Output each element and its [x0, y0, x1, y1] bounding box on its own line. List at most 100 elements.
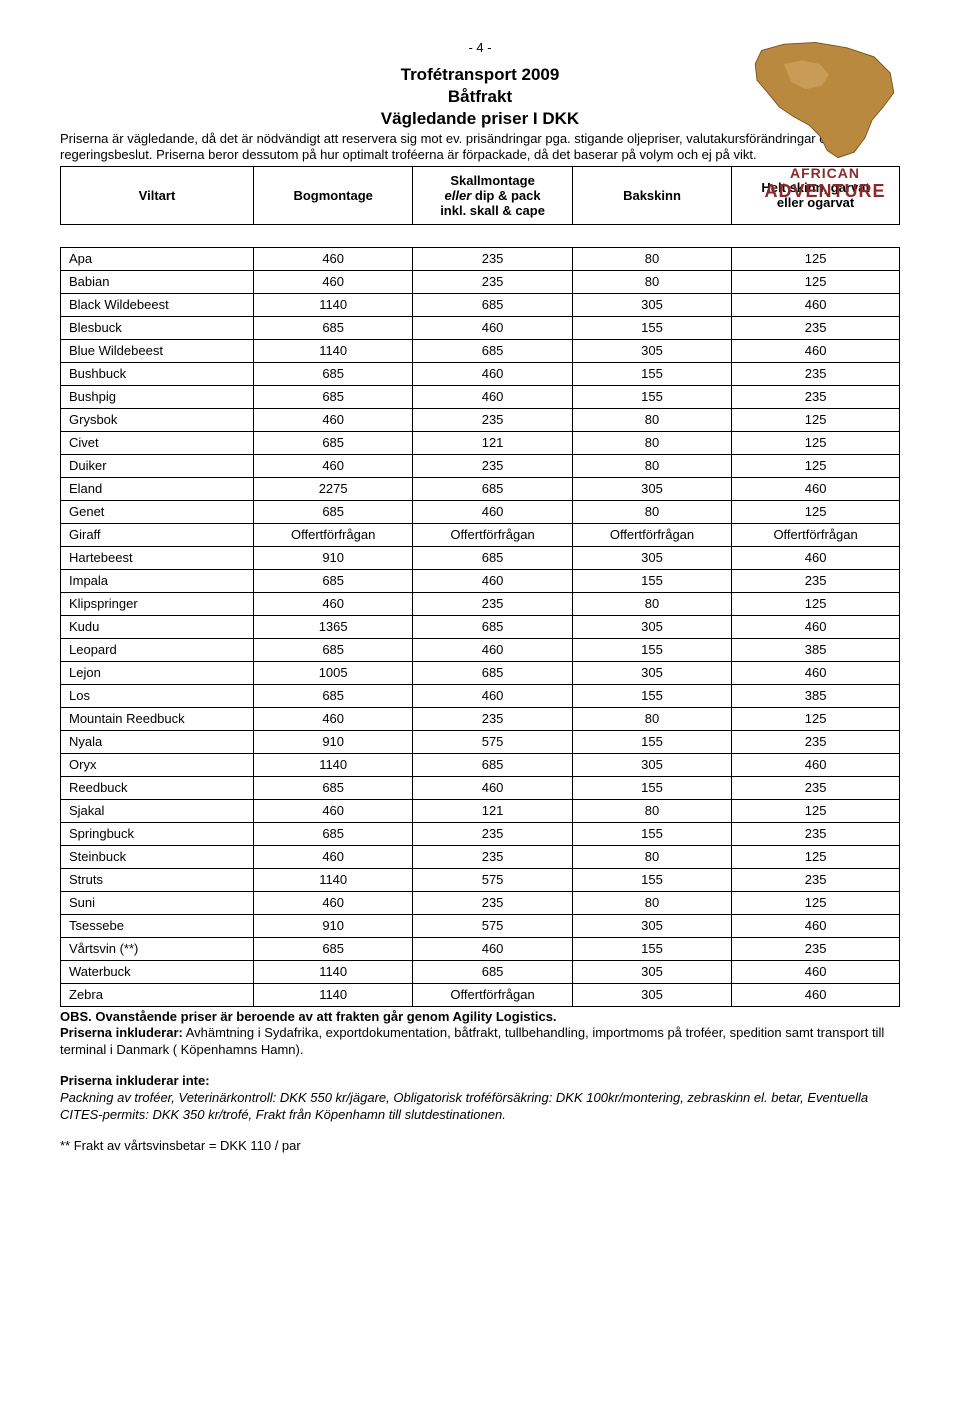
cell-value: 2275 — [253, 477, 412, 500]
cell-value: 125 — [732, 247, 900, 270]
table-row: Hartebeest910685305460 — [61, 546, 900, 569]
table-row: Leopard685460155385 — [61, 638, 900, 661]
obs-line2-bold: Priserna inkluderar: — [60, 1025, 183, 1040]
cell-value: 305 — [572, 661, 731, 684]
cell-name: Mountain Reedbuck — [61, 707, 254, 730]
table-row: Nyala910575155235 — [61, 730, 900, 753]
cell-name: Sjakal — [61, 799, 254, 822]
cell-value: 235 — [413, 592, 572, 615]
cell-value: 385 — [732, 684, 900, 707]
cell-value: 1140 — [253, 339, 412, 362]
cell-value: 1365 — [253, 615, 412, 638]
table-row: Blesbuck685460155235 — [61, 316, 900, 339]
cell-value: 305 — [572, 615, 731, 638]
cell-value: 460 — [732, 293, 900, 316]
cell-value: 125 — [732, 431, 900, 454]
cell-value: 685 — [253, 431, 412, 454]
cell-value: 685 — [253, 638, 412, 661]
cell-value: 1140 — [253, 960, 412, 983]
cell-value: 80 — [572, 799, 731, 822]
cell-value: Offertförfrågan — [253, 523, 412, 546]
cell-value: 305 — [572, 293, 731, 316]
cell-value: 460 — [413, 776, 572, 799]
cell-name: Suni — [61, 891, 254, 914]
cell-value: 235 — [413, 891, 572, 914]
cell-value: 460 — [253, 408, 412, 431]
table-row: Vårtsvin (**)685460155235 — [61, 937, 900, 960]
cell-value: 685 — [253, 822, 412, 845]
cell-value: 460 — [732, 960, 900, 983]
cell-name: Genet — [61, 500, 254, 523]
cell-value: 235 — [413, 454, 572, 477]
cell-value: 235 — [413, 247, 572, 270]
cell-value: 80 — [572, 247, 731, 270]
cell-name: Reedbuck — [61, 776, 254, 799]
table-row: Springbuck685235155235 — [61, 822, 900, 845]
cell-value: 685 — [413, 661, 572, 684]
table-row: Grysbok46023580125 — [61, 408, 900, 431]
obs-line2-rest: Avhämtning i Sydafrika, exportdokumentat… — [60, 1025, 884, 1057]
cell-value: 121 — [413, 431, 572, 454]
cell-value: 305 — [572, 339, 731, 362]
table-row: Bushpig685460155235 — [61, 385, 900, 408]
cell-value: Offertförfrågan — [413, 983, 572, 1006]
cell-value: 235 — [413, 822, 572, 845]
cell-value: 460 — [413, 316, 572, 339]
cell-value: 685 — [253, 569, 412, 592]
cell-value: 155 — [572, 730, 731, 753]
cell-name: Apa — [61, 247, 254, 270]
table-row: Reedbuck685460155235 — [61, 776, 900, 799]
cell-value: 460 — [732, 615, 900, 638]
cell-value: 305 — [572, 960, 731, 983]
cell-value: 305 — [572, 914, 731, 937]
cell-value: 235 — [732, 385, 900, 408]
footnote: ** Frakt av vårtsvinsbetar = DKK 110 / p… — [60, 1138, 900, 1153]
header-viltart: Viltart — [61, 166, 254, 224]
obs-line1: OBS. Ovanstående priser är beroende av a… — [60, 1009, 557, 1024]
cell-value: 125 — [732, 707, 900, 730]
cell-value: 685 — [413, 477, 572, 500]
cell-value: 80 — [572, 270, 731, 293]
cell-value: 460 — [253, 454, 412, 477]
table-row: Tsessebe910575305460 — [61, 914, 900, 937]
cell-value: 460 — [253, 270, 412, 293]
cell-value: Offertförfrågan — [413, 523, 572, 546]
table-row: Mountain Reedbuck46023580125 — [61, 707, 900, 730]
cell-value: 1140 — [253, 868, 412, 891]
cell-value: 80 — [572, 845, 731, 868]
cell-value: 460 — [732, 753, 900, 776]
cell-value: 235 — [732, 822, 900, 845]
excludes-body: Packning av troféer, Veterinärkontroll: … — [60, 1090, 868, 1122]
table-row: Black Wildebeest1140685305460 — [61, 293, 900, 316]
cell-name: Impala — [61, 569, 254, 592]
cell-name: Bushpig — [61, 385, 254, 408]
cell-value: 155 — [572, 385, 731, 408]
cell-value: 460 — [413, 500, 572, 523]
cell-value: 460 — [253, 592, 412, 615]
cell-value: 1140 — [253, 983, 412, 1006]
cell-value: 685 — [413, 753, 572, 776]
cell-value: 235 — [413, 408, 572, 431]
table-row: Civet68512180125 — [61, 431, 900, 454]
cell-value: 685 — [253, 684, 412, 707]
table-row: Oryx1140685305460 — [61, 753, 900, 776]
cell-value: 155 — [572, 822, 731, 845]
cell-value: 460 — [253, 891, 412, 914]
cell-name: Civet — [61, 431, 254, 454]
header-block: AFRICAN ADVENTURE Trofétransport 2009 Bå… — [60, 65, 900, 225]
cell-value: 460 — [253, 247, 412, 270]
cell-value: 460 — [732, 914, 900, 937]
table-row: Waterbuck1140685305460 — [61, 960, 900, 983]
obs-block: OBS. Ovanstående priser är beroende av a… — [60, 1009, 900, 1060]
cell-value: 460 — [413, 937, 572, 960]
cell-name: Struts — [61, 868, 254, 891]
cell-name: Black Wildebeest — [61, 293, 254, 316]
cell-value: 575 — [413, 914, 572, 937]
cell-value: Offertförfrågan — [732, 523, 900, 546]
cell-value: 125 — [732, 799, 900, 822]
cell-value: 80 — [572, 891, 731, 914]
cell-name: Duiker — [61, 454, 254, 477]
header-h2-l2: eller — [445, 188, 472, 203]
excludes-title: Priserna inkluderar inte: — [60, 1073, 210, 1088]
cell-value: 121 — [413, 799, 572, 822]
